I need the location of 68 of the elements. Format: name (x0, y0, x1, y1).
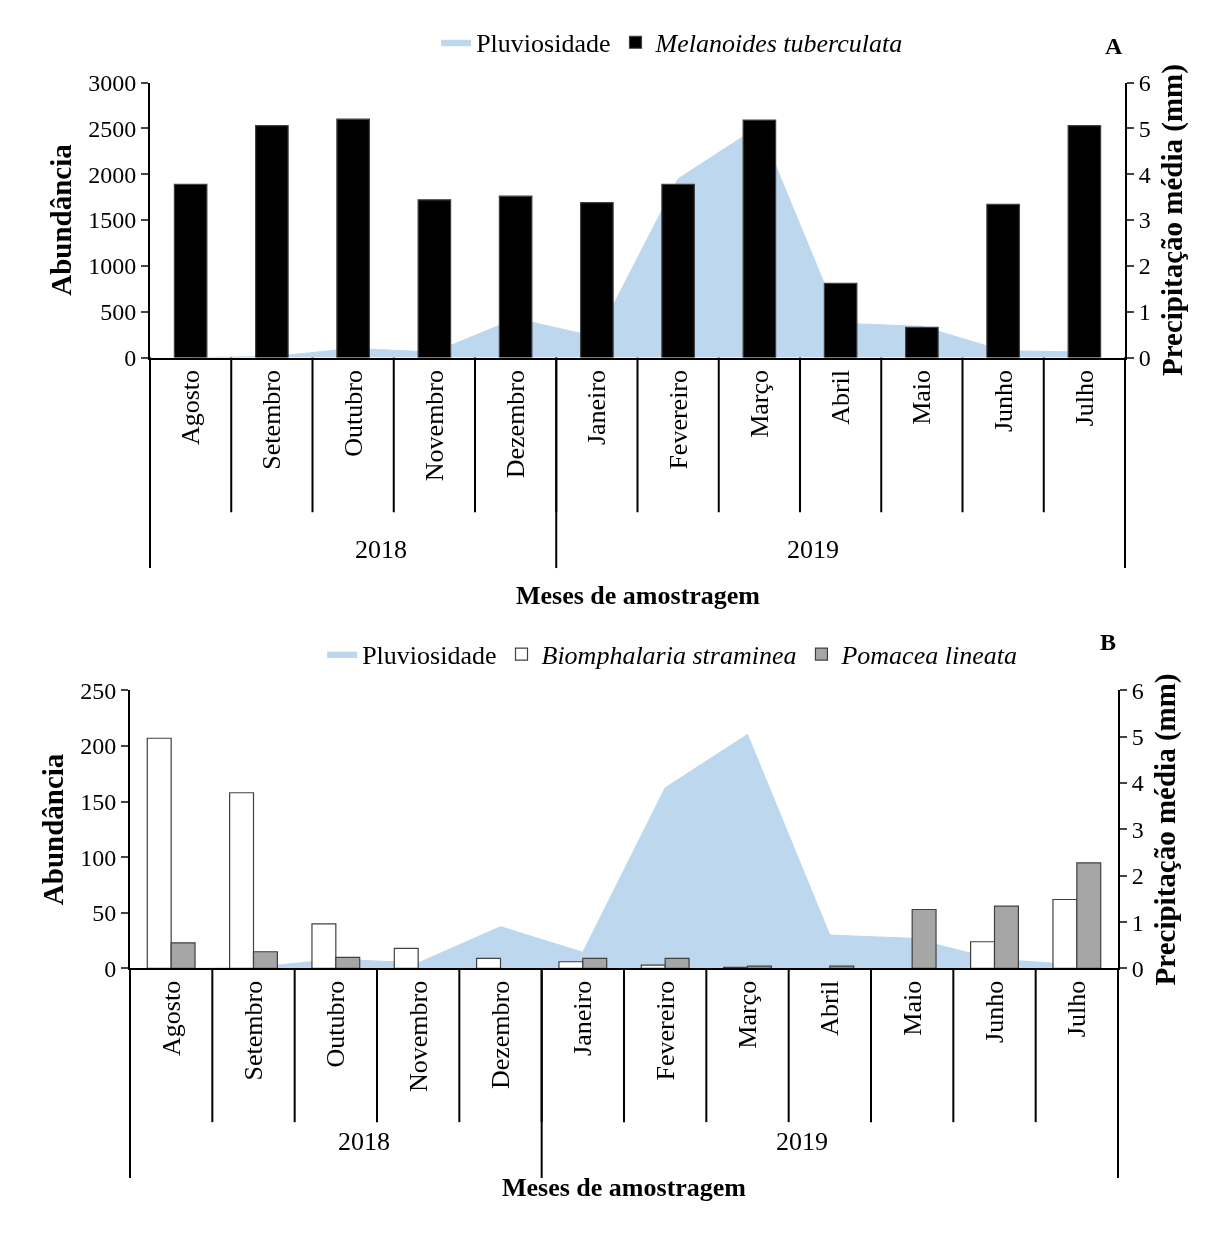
x-tick-label: Dezembro (501, 369, 531, 479)
x-tick-label: Julho (1062, 980, 1092, 1038)
x-tick-label: Novembro (419, 369, 449, 482)
x-tick-label: Maio (897, 980, 927, 1036)
y2-tick-label: 2 (1138, 253, 1151, 280)
x-tick-label: Maio (907, 369, 937, 425)
x-tick-label: Abril (815, 980, 845, 1036)
y-tick-label: 50 (92, 900, 117, 927)
y-tick-label: 0 (104, 955, 117, 982)
y-tick-label: 200 (80, 733, 117, 760)
x-tick-label: Janeiro (568, 980, 598, 1056)
y2-tick-label: 0 (1131, 955, 1144, 982)
x-tick-label: Abril (826, 369, 856, 425)
chart-title: B (1100, 629, 1117, 655)
chart-title: A (1105, 33, 1123, 59)
legend-label: Pluviosidade (362, 641, 497, 671)
x-tick-label: Março (744, 369, 774, 438)
y-tick-label: 250 (80, 677, 117, 704)
x-tick-label: Junho (988, 369, 1018, 433)
y2-axis-title: Precipitação média (mm) (1149, 673, 1183, 986)
x-tick-label: Outubro (338, 369, 368, 457)
y-tick-label: 500 (100, 299, 137, 326)
text: 2018 (355, 535, 407, 564)
x-axis-title: Meses de amostragem (502, 1173, 747, 1202)
y-tick-label: 2000 (88, 161, 137, 188)
y2-tick-label: 1 (1138, 299, 1151, 326)
y-tick-label: 1500 (88, 207, 137, 234)
x-tick-label: Janeiro (582, 369, 612, 446)
x-tick-label: Fevereiro (650, 980, 680, 1081)
y2-tick-label: 3 (1131, 816, 1144, 843)
y-axis-title: Abundância (45, 143, 78, 296)
legend-label: Pomacea lineata (840, 641, 1017, 671)
y2-tick-label: 4 (1138, 161, 1151, 188)
legend-label: Melanoides tuberculata (654, 29, 903, 59)
y2-tick-label: 5 (1138, 115, 1151, 142)
x-tick-label: Setembro (257, 369, 287, 470)
x-tick-label: Outubro (321, 980, 351, 1068)
x-tick-label: Novembro (403, 980, 433, 1093)
x-tick-label: Agosto (176, 369, 206, 446)
x-tick-label: Dezembro (485, 980, 515, 1090)
legend-label: Biomphalaria straminea (541, 641, 797, 671)
y2-axis-title: Precipitação média (mm) (1156, 64, 1190, 376)
y2-tick-label: 4 (1131, 770, 1144, 797)
x-tick-label: Setembro (238, 980, 268, 1081)
y-tick-label: 3000 (88, 69, 137, 96)
text: 2018 (338, 1127, 390, 1156)
y2-tick-label: 0 (1138, 344, 1151, 371)
y-tick-label: 1000 (88, 253, 137, 280)
y2-tick-label: 2 (1131, 863, 1144, 890)
y-tick-label: 100 (80, 844, 117, 871)
text: 2019 (787, 535, 839, 564)
x-tick-label: Fevereiro (663, 369, 693, 470)
y2-tick-label: 6 (1138, 69, 1151, 96)
text: 2019 (776, 1127, 828, 1156)
y2-tick-label: 3 (1138, 207, 1151, 234)
legend-label: Pluviosidade (476, 29, 611, 59)
x-tick-label: Julho (1069, 369, 1099, 427)
y2-tick-label: 5 (1131, 724, 1144, 751)
x-axis-title: Meses de amostragem (516, 581, 761, 610)
x-tick-label: Março (732, 980, 762, 1049)
y-tick-label: 0 (124, 344, 137, 371)
y2-tick-label: 1 (1131, 909, 1144, 936)
x-tick-label: Junho (979, 980, 1009, 1043)
x-tick-label: Agosto (156, 980, 186, 1056)
y2-tick-label: 6 (1131, 677, 1144, 704)
y-tick-label: 2500 (88, 115, 137, 142)
y-axis-title: Abundância (37, 753, 70, 906)
y-tick-label: 150 (80, 789, 117, 816)
